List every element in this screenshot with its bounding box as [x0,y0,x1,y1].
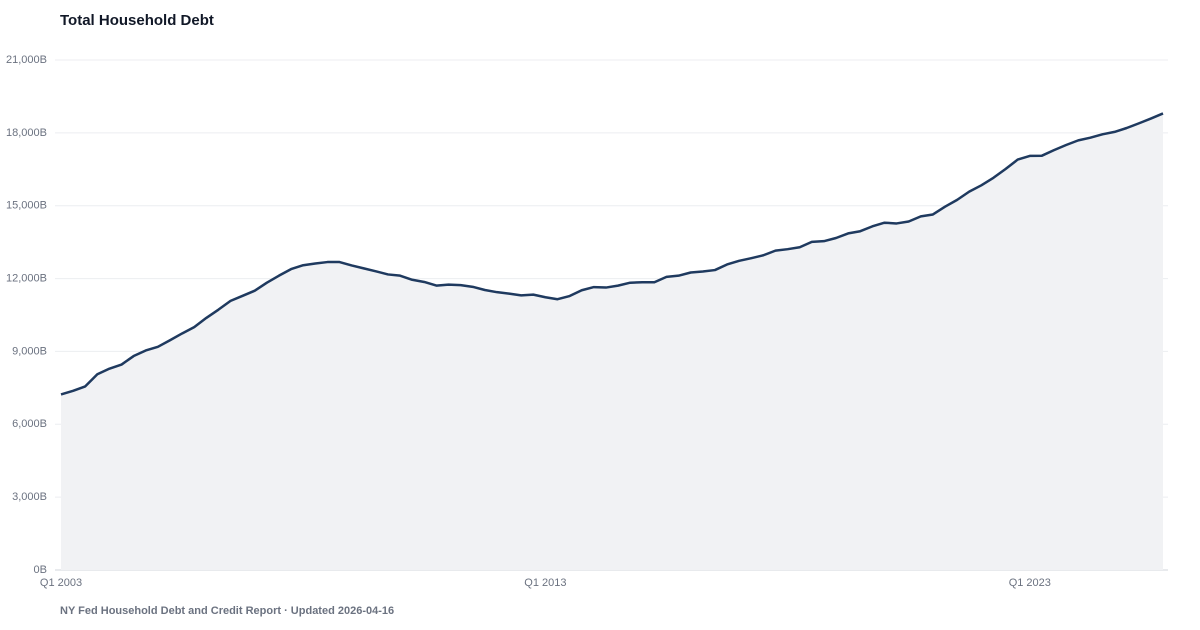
x-tick-label: Q1 2023 [1009,577,1051,589]
y-tick-label: 21,000B [6,54,47,66]
y-tick-label: 18,000B [6,127,47,139]
chart-title: Total Household Debt [60,12,214,29]
y-tick-label: 9,000B [12,345,47,357]
y-tick-label: 3,000B [12,491,47,503]
y-tick-label: 12,000B [6,272,47,284]
y-tick-label: 6,000B [12,418,47,430]
y-tick-label: 0B [34,564,47,576]
series-line [60,112,1164,396]
area-fill [61,113,1163,571]
y-tick-label: 15,000B [6,200,47,212]
x-tick-label: Q1 2013 [524,577,566,589]
x-tick-label: Q1 2003 [40,577,82,589]
footer-note: NY Fed Household Debt and Credit Report … [60,605,394,617]
